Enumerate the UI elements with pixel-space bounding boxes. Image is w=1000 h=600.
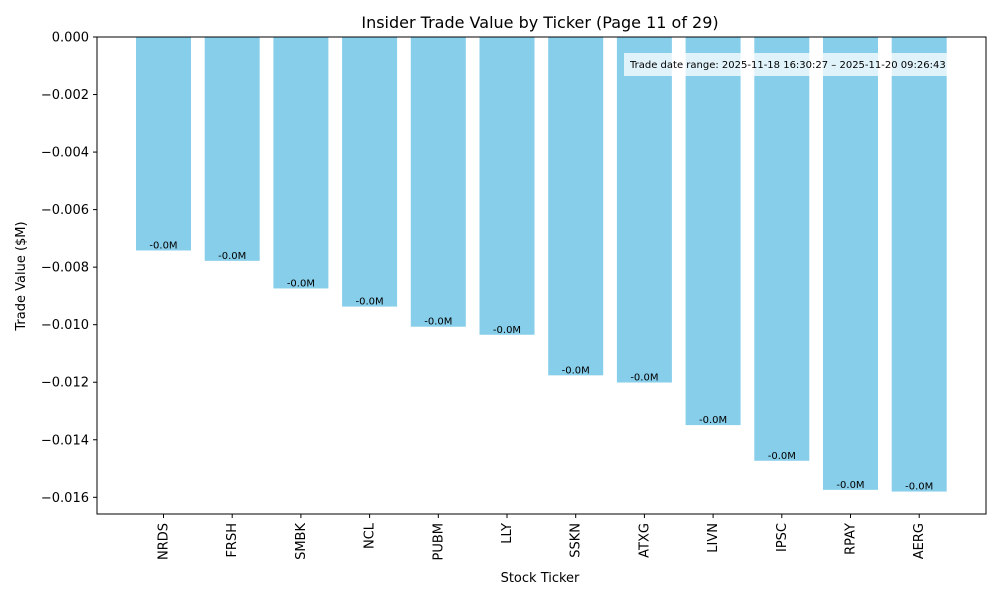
x-tick-label-livn: LIVN <box>706 523 721 553</box>
bar-value-label: -0.0M <box>768 451 796 462</box>
bar-atxg <box>616 37 672 383</box>
y-tick-label: −0.006 <box>41 203 89 218</box>
y-tick-label: −0.014 <box>41 433 89 448</box>
bar-lly <box>479 37 535 335</box>
bar-smbk <box>273 37 329 289</box>
x-tick-label-atxg: ATXG <box>637 523 652 558</box>
bar-labels-group: -0.0M -0.0M -0.0M -0.0M -0.0M -0.0M -0.0M -0.0M… <box>149 240 933 492</box>
bar-value-label: -0.0M <box>424 317 452 328</box>
bar-value-label: -0.0M <box>562 365 590 376</box>
x-tick-label-pubm: PUBM <box>431 523 446 561</box>
date-range-annotation: Trade date range: 2025-11-18 16:30:27 – … <box>629 60 946 71</box>
y-tick-label: −0.010 <box>41 318 89 333</box>
bar-pubm <box>410 37 466 327</box>
bar-frsh <box>204 37 260 261</box>
y-axis-label: Trade Value ($M) <box>14 221 29 331</box>
x-tick-label-rpay: RPAY <box>844 523 859 555</box>
x-tick-label-frsh: FRSH <box>225 523 240 558</box>
x-axis-label: Stock Ticker <box>501 571 580 586</box>
bar-value-label: -0.0M <box>149 240 177 251</box>
y-tick-label: −0.012 <box>41 376 89 391</box>
bar-livn <box>685 37 741 426</box>
bar-value-label: -0.0M <box>287 278 315 289</box>
annotation-box: Trade date range: 2025-11-18 16:30:27 – … <box>624 53 986 76</box>
bar-value-label: -0.0M <box>905 482 933 493</box>
x-tick-label-ipsc: IPSC <box>775 523 790 552</box>
bar-sskn <box>548 37 604 376</box>
bar-value-label: -0.0M <box>630 373 658 384</box>
bar-value-label: -0.0M <box>218 251 246 262</box>
x-tick-label-lly: LLY <box>500 523 515 544</box>
x-tick-label-nrds: NRDS <box>157 523 172 560</box>
plot-frame <box>96 36 987 515</box>
bar-rpay <box>823 37 878 490</box>
x-tick-label-smbk: SMBK <box>294 523 309 560</box>
x-tick-label-ncl: NCL <box>363 522 378 549</box>
bar-value-label: -0.0M <box>356 297 384 308</box>
bar-aerg <box>891 37 947 492</box>
y-axis: 0.000 −0.002 −0.004 −0.006 −0.008 −0.010 −0.01… <box>41 31 97 506</box>
y-tick-label: −0.008 <box>41 261 89 276</box>
bar-value-label: -0.0M <box>836 480 864 491</box>
bar-ncl <box>342 37 398 307</box>
chart-title: Insider Trade Value by Ticker (Page 11 o… <box>361 13 718 32</box>
bars-group <box>136 37 947 492</box>
x-tick-label-sskn: SSKN <box>569 523 584 558</box>
y-tick-label: −0.016 <box>41 491 89 506</box>
bar-nrds <box>136 37 191 251</box>
y-tick-label: −0.002 <box>41 88 89 103</box>
y-tick-label: 0.000 <box>52 31 89 46</box>
y-tick-label: −0.004 <box>41 146 89 161</box>
bar-ipsc <box>754 37 810 461</box>
bar-value-label: -0.0M <box>699 415 727 426</box>
bar-value-label: -0.0M <box>493 325 521 336</box>
x-axis: NRDS FRSH SMBK NCL PUBM LLY SSKN ATXG LIVN IPSC RP… <box>157 514 927 561</box>
x-tick-label-aerg: AERG <box>912 523 927 559</box>
